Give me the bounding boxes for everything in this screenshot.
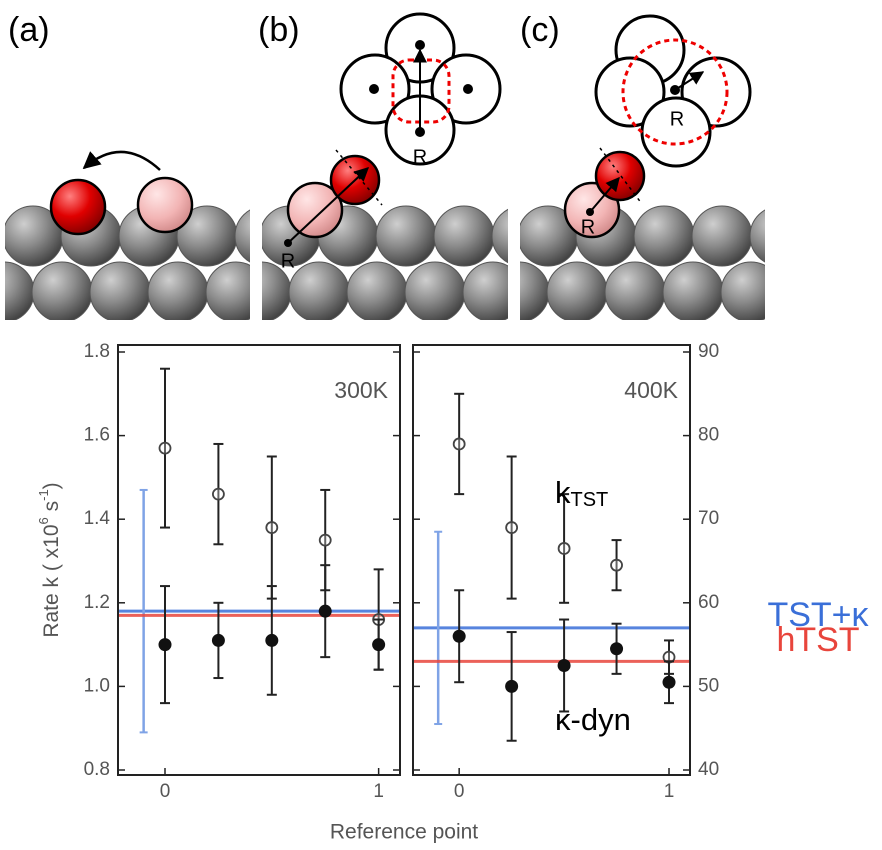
surface-atom bbox=[90, 262, 150, 322]
series-label: κ-dyn bbox=[555, 702, 631, 737]
plot-frame bbox=[413, 345, 690, 775]
surface-atom bbox=[692, 206, 752, 266]
surface-atom bbox=[289, 262, 349, 322]
y-tick-label: 1.6 bbox=[84, 425, 110, 446]
y2-tick-label: 40 bbox=[698, 759, 719, 780]
panel-label: (b) bbox=[258, 11, 300, 49]
y-tick-label: 1.4 bbox=[84, 508, 111, 529]
point bbox=[265, 634, 278, 647]
surface-atom bbox=[663, 262, 723, 322]
y2-tick-label: 80 bbox=[698, 425, 719, 446]
point bbox=[319, 605, 332, 618]
y-tick-label: 0.8 bbox=[84, 759, 110, 780]
series-label: kTST bbox=[555, 475, 608, 511]
surface-atom bbox=[148, 262, 208, 322]
surface-atom bbox=[547, 262, 607, 322]
surface-atom bbox=[750, 206, 810, 266]
y-axis-label: Rate k ( x106 s-1) bbox=[36, 482, 63, 637]
point bbox=[663, 676, 676, 689]
y-axis-label-part: Rate k ( x10 bbox=[40, 524, 63, 637]
point bbox=[320, 535, 331, 546]
point bbox=[610, 642, 623, 655]
legend-label: hTST bbox=[776, 621, 859, 659]
y-tick-label: 1.8 bbox=[84, 341, 110, 362]
y2-tick-label: 90 bbox=[698, 341, 719, 362]
x-tick-label: 1 bbox=[373, 781, 384, 802]
surface-atom bbox=[347, 262, 407, 322]
point bbox=[454, 438, 465, 449]
surface-atom bbox=[434, 206, 494, 266]
point bbox=[453, 630, 466, 643]
point bbox=[505, 680, 518, 693]
plot-frame bbox=[118, 345, 400, 775]
x-tick-label: 0 bbox=[160, 781, 171, 802]
point bbox=[160, 443, 171, 454]
series-label-main: κ-dyn bbox=[555, 702, 631, 737]
point bbox=[372, 638, 385, 651]
surface-atom bbox=[32, 262, 92, 322]
series-label-sub: TST bbox=[571, 489, 609, 511]
surface-atom bbox=[634, 206, 694, 266]
surface-atom bbox=[808, 206, 868, 266]
surface-atom bbox=[837, 262, 882, 322]
point bbox=[212, 634, 225, 647]
y2-tick-label: 70 bbox=[698, 508, 719, 529]
panel-label: (a) bbox=[8, 11, 50, 49]
panel-label: (c) bbox=[520, 11, 560, 49]
y-axis-label-part: -1 bbox=[36, 489, 51, 501]
x-axis-label: Reference point bbox=[330, 821, 478, 844]
surface-atom bbox=[206, 262, 266, 322]
point bbox=[558, 659, 571, 672]
point bbox=[266, 522, 277, 533]
surface-atom bbox=[721, 262, 781, 322]
y2-tick-label: 50 bbox=[698, 675, 719, 696]
surface-atom bbox=[405, 262, 465, 322]
marker-label: R bbox=[670, 108, 684, 130]
panel-title: 400K bbox=[624, 377, 678, 403]
surface bbox=[460, 206, 882, 322]
adatom bbox=[51, 180, 105, 234]
hop-arrow bbox=[84, 152, 160, 170]
panel-title: 300K bbox=[334, 377, 388, 403]
point bbox=[611, 560, 622, 571]
surface-atom bbox=[0, 206, 5, 266]
marker-label: R bbox=[413, 146, 427, 168]
point bbox=[559, 543, 570, 554]
surface-atom bbox=[0, 262, 34, 322]
point bbox=[506, 522, 517, 533]
y-tick-label: 1.2 bbox=[84, 592, 110, 613]
point bbox=[159, 638, 172, 651]
y2-tick-label: 60 bbox=[698, 592, 719, 613]
surface-atom bbox=[779, 262, 839, 322]
marker-label: R bbox=[281, 250, 295, 272]
point bbox=[213, 489, 224, 500]
y-axis-label-part: ) bbox=[40, 482, 63, 489]
series-label-main: k bbox=[555, 475, 571, 510]
surface-atom bbox=[376, 206, 436, 266]
x-tick-label: 0 bbox=[454, 781, 465, 802]
adatom bbox=[596, 152, 644, 200]
surface-atom bbox=[463, 262, 523, 322]
page: (a) (b) R R (c) R R 0.8 1.0 1.2 1.4 1.6 1.8 0 1… bbox=[0, 0, 882, 850]
x-tick-label: 1 bbox=[664, 781, 675, 802]
marker-label: R bbox=[581, 216, 595, 238]
adatom-ghost bbox=[138, 178, 192, 232]
y-axis-label-part: s bbox=[40, 501, 63, 517]
surface-atom bbox=[605, 262, 665, 322]
y-tick-label: 1.0 bbox=[84, 675, 110, 696]
y-axis-label-part: 6 bbox=[36, 517, 51, 524]
figure: (a) (b) R R (c) R R 0.8 1.0 1.2 1.4 1.6 1.8 0 1… bbox=[0, 0, 882, 850]
